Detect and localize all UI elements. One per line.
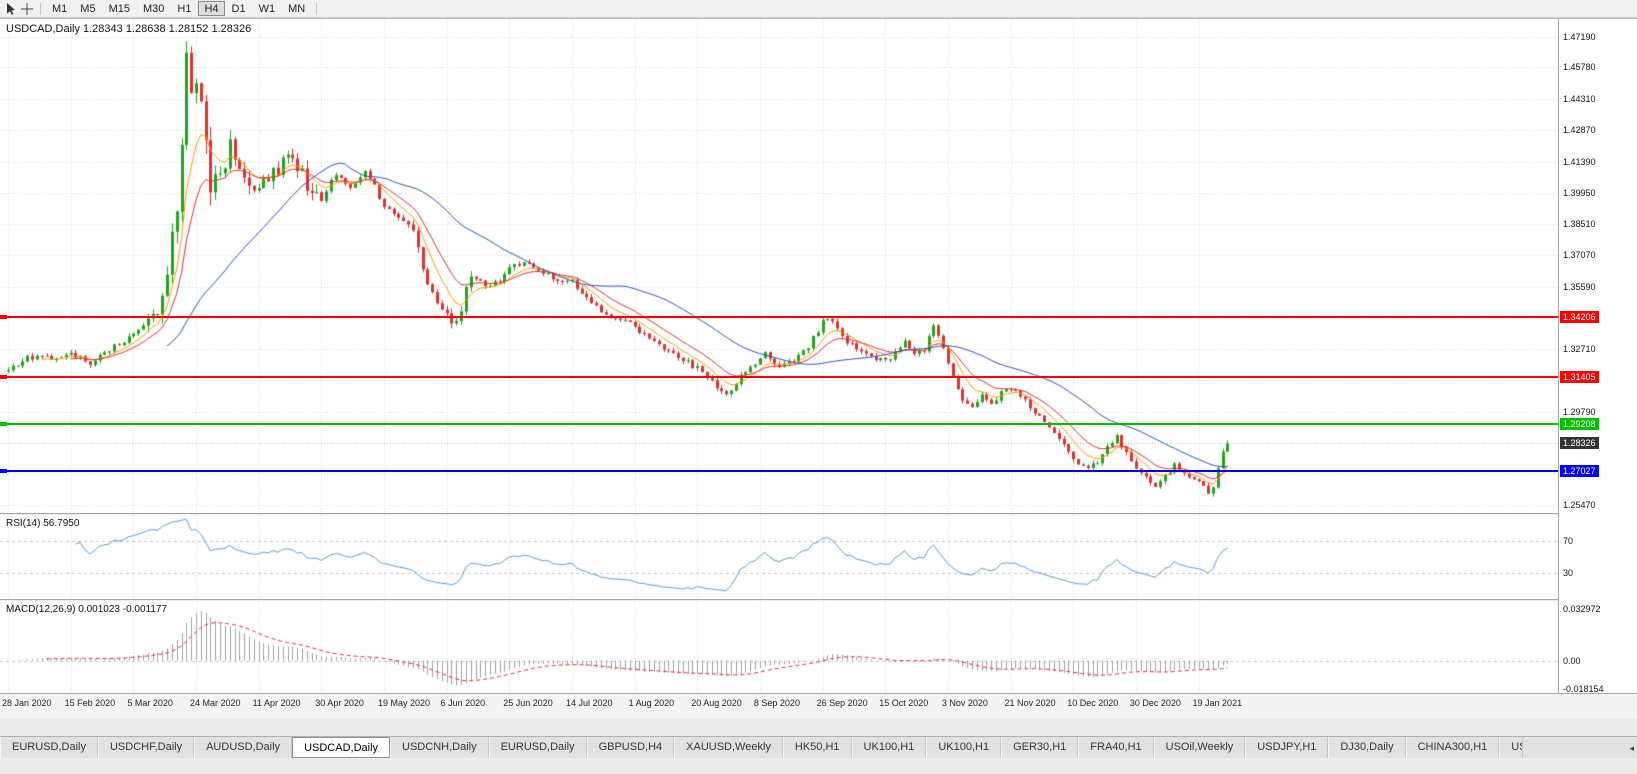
price-axis-label: 1.47190 (1563, 32, 1596, 42)
line-handle[interactable] (0, 375, 7, 380)
price-axis-label: 1.37070 (1563, 250, 1596, 261)
chart-tab-usdjpy-h1[interactable]: USDJPY,H1 (1245, 737, 1329, 758)
date-axis-label: 15 Oct 2020 (879, 698, 929, 708)
horizontal-line-1.31405[interactable] (0, 376, 1558, 379)
date-axis-label: 28 Jan 2020 (2, 698, 52, 708)
date-axis-label: 15 Feb 2020 (64, 698, 116, 708)
chart-window: 28 Jan 2020 15 Feb 2020 5 Mar 2020 24 Mar 2… (0, 18, 1637, 718)
toolbar-separator (40, 2, 41, 15)
chart-tab-usdcnh-daily[interactable]: USDCNH,Daily (390, 737, 489, 758)
price-axis-label: 1.39950 (1563, 188, 1596, 198)
timeframe-group: M1 M5 M15 M30 H1 H4 D1 W1 MN (46, 1, 311, 16)
bottom-filler (0, 758, 1637, 774)
timeframe-button-w1[interactable]: W1 (258, 3, 276, 15)
date-axis-label: 8 Sep 2020 (753, 698, 800, 708)
cursor-icon[interactable] (3, 2, 19, 16)
level-price-tag: 1.29208 (1560, 418, 1599, 431)
timeframe-button-h4[interactable]: H4 (198, 1, 225, 16)
price-axis-label: 1.38510 (1563, 219, 1596, 230)
chart-tab-xauusd-weekly[interactable]: XAUUSD,Weekly (674, 737, 783, 758)
date-axis-label: 1 Aug 2020 (628, 698, 675, 708)
horizontal-line-1.29208[interactable] (0, 423, 1558, 426)
price-axis-label: 1.32710 (1563, 344, 1596, 354)
panel-resize-separator[interactable] (0, 513, 1637, 515)
level-price-tag: 1.31405 (1560, 371, 1599, 384)
current-price-tag: 1.28326 (1560, 437, 1599, 450)
chart-tabs: EURUSD,Daily USDCHF,Daily AUDUSD,Daily USDC… (0, 736, 1637, 758)
chart-tab-eurusd-daily[interactable]: EURUSD,Daily (0, 737, 98, 758)
chart-tab-dj30-daily[interactable]: DJ30,Daily (1328, 737, 1406, 758)
timeframe-button-m15[interactable]: M15 (108, 3, 130, 15)
time-axis[interactable]: 28 Jan 2020 15 Feb 2020 5 Mar 2020 24 Mar 2… (0, 693, 1637, 718)
date-axis-label: 14 Jul 2020 (565, 698, 613, 708)
price-axis-label: 1.41390 (1563, 156, 1596, 167)
chart-tab-overflow[interactable]: US (1499, 737, 1524, 758)
line-handle[interactable] (0, 314, 7, 319)
level-price-tag: 1.27027 (1560, 465, 1599, 478)
toolbar-separator (316, 2, 318, 15)
chart-tab-usoil-weekly[interactable]: USOil,Weekly (1153, 737, 1246, 758)
date-axis-label: 24 Mar 2020 (189, 698, 241, 708)
crosshair-icon[interactable] (19, 2, 35, 16)
rsi-label: RSI(14) 56.7950 (6, 518, 80, 529)
chart-tab-uk100-h1[interactable]: UK100,H1 (851, 737, 927, 758)
timeframe-button-mn[interactable]: MN (288, 3, 306, 15)
rsi-axis-label: 70 (1563, 536, 1574, 547)
date-axis-label: 25 Jun 2020 (503, 698, 553, 708)
chart-tab-gbpusd-h4[interactable]: GBPUSD,H4 (586, 737, 675, 758)
chart-tab-eurusd-daily[interactable]: EURUSD,Daily (488, 737, 587, 758)
macd-label: MACD(12,26,9) 0.001023 -0.001177 (6, 604, 168, 615)
timeframe-button-m1[interactable]: M1 (52, 3, 68, 15)
rsi-axis-label: 30 (1563, 567, 1574, 578)
date-axis-label: 19 May 2020 (377, 698, 430, 708)
macd-axis-label: 0.00 (1563, 655, 1581, 666)
date-axis-label: 26 Sep 2020 (816, 698, 868, 708)
chart-tab-usdchf-daily[interactable]: USDCHF,Daily (97, 737, 195, 758)
rsi-panel-canvas[interactable] (0, 515, 1558, 599)
date-axis-label: 20 Aug 2020 (691, 698, 742, 708)
price-axis-label: 1.44310 (1563, 94, 1596, 105)
price-axis-label: 1.42870 (1563, 125, 1596, 136)
horizontal-line-1.27027[interactable] (0, 470, 1558, 473)
timeframe-button-d1[interactable]: D1 (231, 3, 246, 15)
window-margin (0, 718, 1637, 736)
price-chart-canvas[interactable] (0, 19, 1558, 513)
chart-tab-usdcad-daily[interactable]: USDCAD,Daily (292, 737, 391, 758)
horizontal-line-1.34206[interactable] (0, 315, 1558, 318)
date-axis-label: 30 Apr 2020 (315, 698, 364, 708)
chart-tab-audusd-daily[interactable]: AUDUSD,Daily (194, 737, 293, 758)
date-axis-label: 5 Mar 2020 (127, 698, 173, 708)
chart-tab-ger30-h1[interactable]: GER30,H1 (1001, 737, 1079, 758)
price-axis-label: 1.29790 (1563, 406, 1596, 417)
line-handle[interactable] (0, 469, 7, 474)
chart-tab-fra40-h1[interactable]: FRA40,H1 (1078, 737, 1154, 758)
price-axis-label: 1.35590 (1563, 281, 1596, 292)
macd-panel-canvas[interactable] (0, 601, 1558, 693)
price-axis-label: 1.45780 (1563, 62, 1596, 73)
chart-tab-uk100-h1[interactable]: UK100,H1 (926, 737, 1002, 758)
date-axis-label: 6 Jun 2020 (440, 698, 486, 708)
macd-axis-label: 0.032972 (1563, 604, 1601, 614)
toolbar: M1 M5 M15 M30 H1 H4 D1 W1 MN (0, 0, 1637, 18)
chart-tab-hk50-h1[interactable]: HK50,H1 (782, 737, 852, 758)
date-axis-label: 11 Apr 2020 (252, 698, 301, 708)
chart-title: USDCAD,Daily 1.28343 1.28638 1.28152 1.2… (6, 23, 252, 35)
panel-resize-separator[interactable] (0, 599, 1637, 601)
date-axis-label: 10 Dec 2020 (1067, 698, 1119, 708)
date-axis-label: 3 Nov 2020 (941, 698, 988, 708)
timeframe-button-h1[interactable]: H1 (177, 3, 192, 15)
timeframe-button-m5[interactable]: M5 (80, 3, 96, 15)
date-axis-label: 19 Jan 2021 (1192, 698, 1243, 708)
date-axis-label: 21 Nov 2020 (1004, 698, 1056, 708)
tabs-scroll-left-icon[interactable]: ◂ (1629, 743, 1634, 753)
chart-tab-china300-h1[interactable]: CHINA300,H1 (1405, 737, 1500, 758)
macd-axis-label: -0.018154 (1563, 684, 1604, 694)
price-axis-label: 1.25470 (1563, 500, 1596, 510)
price-axis[interactable]: 1.47190 1.45780 1.44310 1.42870 1.41390 1.399… (1558, 19, 1637, 694)
date-axis-label: 30 Dec 2020 (1129, 698, 1181, 708)
line-handle[interactable] (0, 422, 7, 427)
timeframe-button-m30[interactable]: M30 (142, 3, 165, 15)
level-price-tag: 1.34206 (1560, 310, 1599, 323)
